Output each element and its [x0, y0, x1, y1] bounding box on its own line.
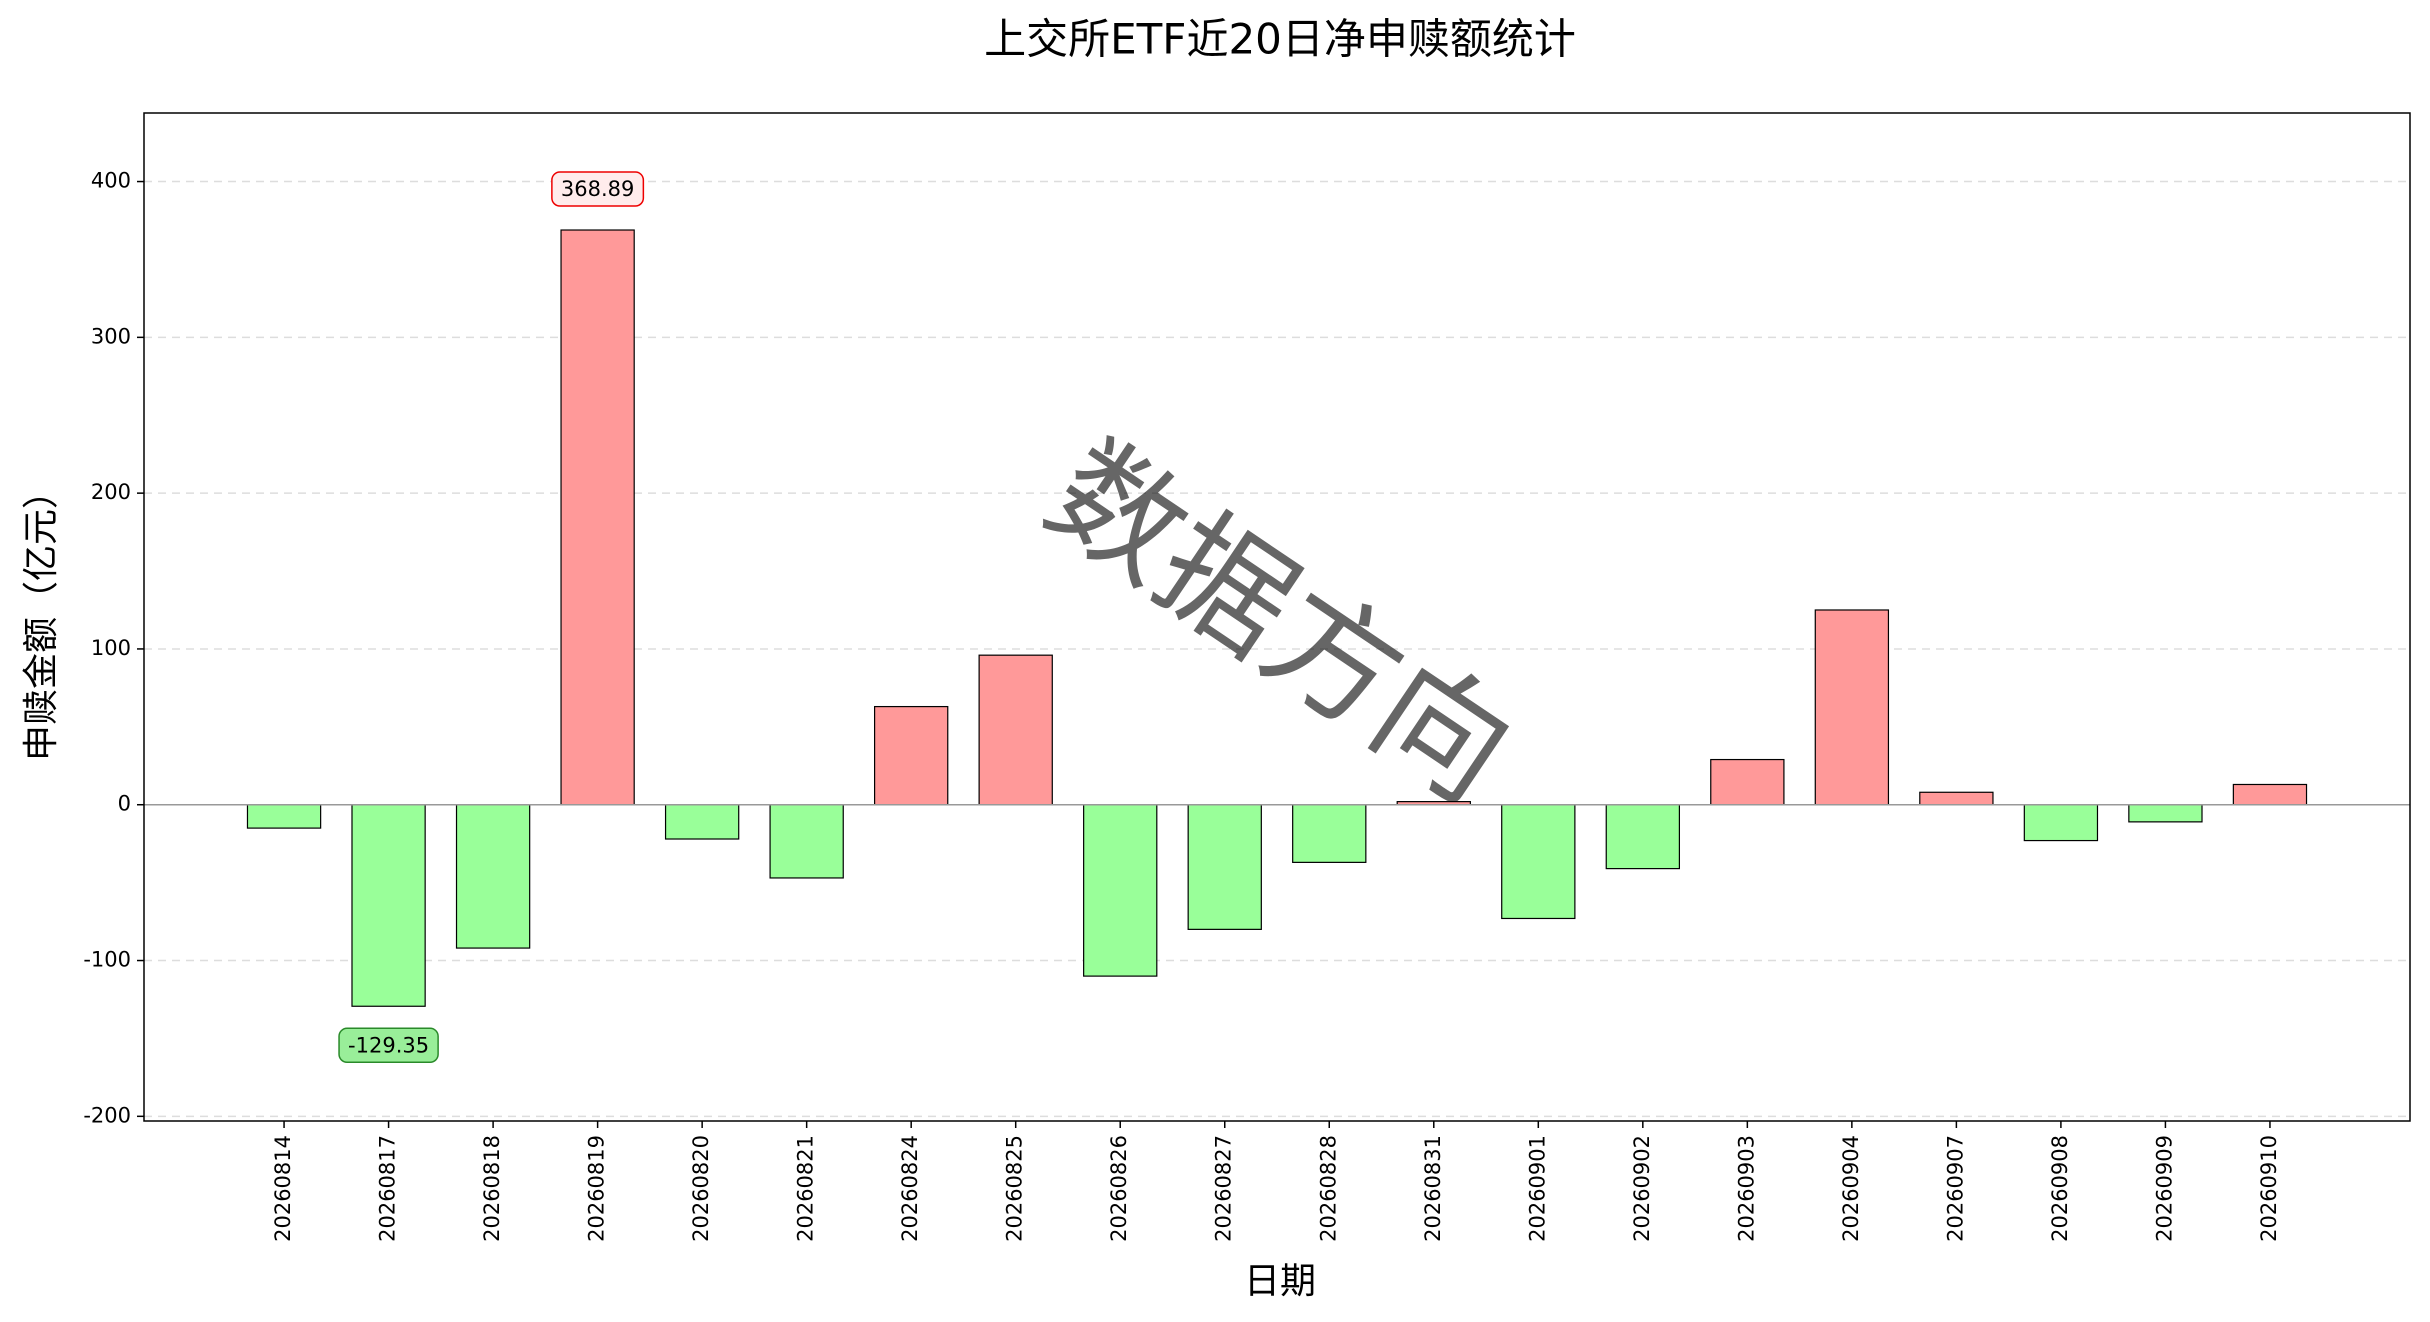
x-tick-label: 20260818 [480, 1135, 504, 1242]
y-tick-label: 300 [91, 324, 131, 348]
bar [2128, 804, 2203, 823]
value-label: 368.89 [561, 177, 634, 201]
bar [978, 654, 1053, 806]
bar [1501, 804, 1576, 920]
bar [1814, 609, 1890, 806]
bar [1187, 804, 1262, 930]
x-axis-label: 日期 [1244, 1261, 1316, 1302]
x-tick-label: 20260826 [1107, 1135, 1131, 1242]
x-tick-label: 20260825 [1003, 1135, 1027, 1242]
x-tick-label: 20260910 [2257, 1135, 2281, 1242]
bar [351, 804, 426, 1007]
x-tick-label: 20260824 [898, 1135, 922, 1242]
x-tick-label: 20260821 [794, 1135, 818, 1242]
bar [664, 804, 740, 840]
x-tick-label: 20260827 [1212, 1135, 1236, 1242]
y-tick-label: 0 [118, 792, 131, 816]
bar [2023, 804, 2099, 842]
value-label: -129.35 [348, 1033, 429, 1057]
x-tick-label: 20260907 [1943, 1135, 1967, 1242]
x-tick-label: 20260901 [1525, 1135, 1549, 1242]
x-tick-label: 20260831 [1421, 1135, 1445, 1242]
bar [2232, 783, 2308, 806]
x-tick-label: 20260903 [1734, 1135, 1758, 1242]
y-tick-label: -200 [83, 1103, 131, 1127]
bar [1083, 804, 1158, 977]
bar [246, 804, 322, 829]
bar [769, 804, 844, 879]
chart-title: 上交所ETF近20日净申赎额统计 [984, 15, 1576, 64]
annotation-box [338, 1027, 439, 1064]
x-tick-label: 20260904 [1839, 1135, 1863, 1242]
x-tick-label: 20260908 [2048, 1135, 2072, 1242]
x-tick-label: 20260817 [376, 1135, 400, 1242]
y-tick-label: 100 [91, 636, 131, 660]
x-tick-label: 20260820 [689, 1135, 713, 1242]
x-tick-label: 20260909 [2152, 1135, 2176, 1242]
watermark: 数据方向 [1022, 414, 1538, 831]
plot-frame [143, 112, 2411, 1122]
bar [560, 229, 635, 806]
value-annotation: -129.35 [338, 1027, 439, 1064]
bar [1292, 804, 1367, 863]
y-axis-label: 申赎金额（亿元） [21, 473, 62, 761]
x-tick-label: 20260819 [585, 1135, 609, 1242]
bar [1710, 758, 1785, 806]
x-tick-label: 20260828 [1316, 1135, 1340, 1242]
y-tick-label: 400 [91, 169, 131, 193]
bar [1605, 804, 1681, 870]
value-annotation: 368.89 [551, 171, 645, 207]
y-tick-label: -100 [83, 948, 131, 972]
annotation-box [551, 171, 645, 207]
bar [455, 804, 531, 949]
bar [1919, 791, 1994, 806]
y-tick-label: 200 [91, 480, 131, 504]
x-tick-label: 20260814 [271, 1135, 295, 1242]
bar [873, 705, 949, 806]
x-tick-label: 20260902 [1630, 1135, 1654, 1242]
